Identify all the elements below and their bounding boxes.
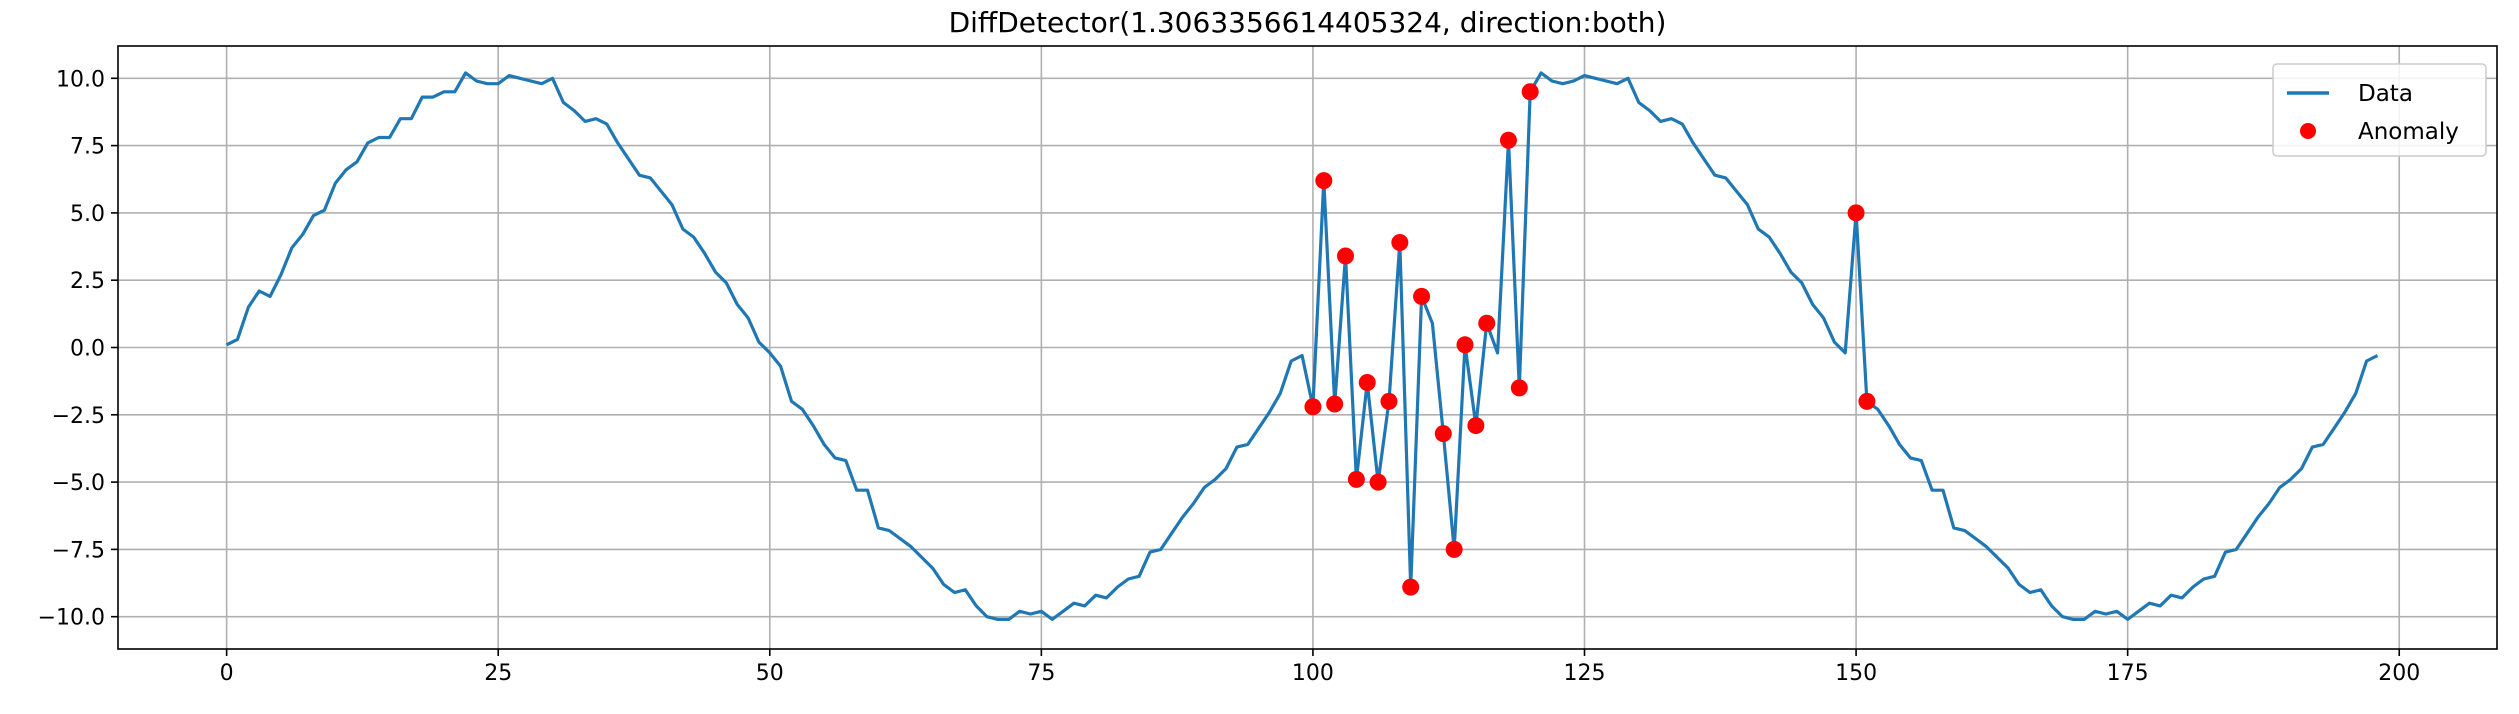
y-tick-label: 2.5 bbox=[70, 269, 105, 294]
anomaly-point bbox=[1510, 379, 1528, 397]
legend-label-data: Data bbox=[2358, 81, 2413, 107]
legend-label-anomaly: Anomaly bbox=[2358, 119, 2459, 145]
anomaly-point bbox=[1358, 373, 1376, 391]
x-tick-label: 75 bbox=[1027, 661, 1055, 686]
anomaly-point bbox=[1456, 336, 1474, 354]
anomaly-point bbox=[1858, 392, 1876, 410]
anomaly-point bbox=[1847, 204, 1865, 222]
x-tick-label: 50 bbox=[756, 661, 784, 686]
legend: Data Anomaly bbox=[2272, 63, 2487, 157]
anomaly-point bbox=[1380, 392, 1398, 410]
anomaly-point bbox=[1369, 473, 1387, 491]
anomaly-point bbox=[1315, 172, 1333, 190]
anomaly-point bbox=[1391, 234, 1409, 252]
y-tick-label: 7.5 bbox=[70, 135, 105, 160]
y-tick-label: −7.5 bbox=[52, 538, 105, 563]
anomaly-point bbox=[1413, 287, 1431, 305]
anomaly-point bbox=[1347, 470, 1365, 488]
chart-title: DiffDetector(1.3063356614405324, directi… bbox=[949, 6, 1667, 39]
x-tick-label: 100 bbox=[1292, 661, 1334, 686]
grid-lines bbox=[118, 46, 2497, 649]
x-tick-label: 125 bbox=[1564, 661, 1606, 686]
anomaly-point bbox=[1499, 131, 1517, 149]
anomaly-point bbox=[1521, 83, 1539, 101]
x-tick-label: 175 bbox=[2107, 661, 2149, 686]
x-tick-label: 0 bbox=[220, 661, 234, 686]
plot-area bbox=[225, 71, 2379, 622]
anomaly-point bbox=[1478, 314, 1496, 332]
y-tick-label: −10.0 bbox=[38, 606, 105, 631]
y-tick-label: 10.0 bbox=[56, 67, 105, 92]
anomaly-point bbox=[1467, 417, 1485, 435]
y-tick-label: −2.5 bbox=[52, 404, 105, 429]
anomaly-point bbox=[1434, 425, 1452, 443]
anomaly-point bbox=[1445, 540, 1463, 558]
legend-box bbox=[2272, 63, 2487, 157]
y-tick-label: 5.0 bbox=[70, 202, 105, 227]
x-tick-label: 25 bbox=[484, 661, 512, 686]
axis-ticks: 0 25 50 75 100 125 150 175 200 −10.0 −7.5 −5.0 −2.5 0… bbox=[38, 67, 2421, 686]
y-tick-label: −5.0 bbox=[52, 471, 105, 496]
data-series-line bbox=[225, 71, 2379, 622]
anomaly-point bbox=[1402, 578, 1420, 596]
x-tick-label: 200 bbox=[2378, 661, 2420, 686]
y-tick-label: 0.0 bbox=[70, 337, 105, 362]
x-tick-label: 150 bbox=[1835, 661, 1877, 686]
anomaly-point bbox=[1337, 247, 1355, 265]
anomaly-point bbox=[1326, 395, 1344, 413]
legend-dot-marker bbox=[2300, 123, 2316, 139]
anomaly-point bbox=[1304, 398, 1322, 416]
